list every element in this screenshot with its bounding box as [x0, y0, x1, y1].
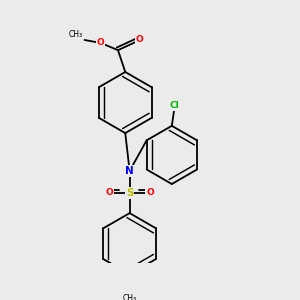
Text: N: N [125, 166, 134, 176]
Text: Cl: Cl [169, 101, 179, 110]
Text: O: O [135, 34, 143, 43]
Text: CH₃: CH₃ [69, 29, 83, 38]
Text: CH₃: CH₃ [123, 294, 137, 300]
Text: S: S [126, 188, 134, 198]
Text: O: O [105, 188, 113, 197]
Text: O: O [146, 188, 154, 197]
Text: O: O [97, 38, 104, 47]
